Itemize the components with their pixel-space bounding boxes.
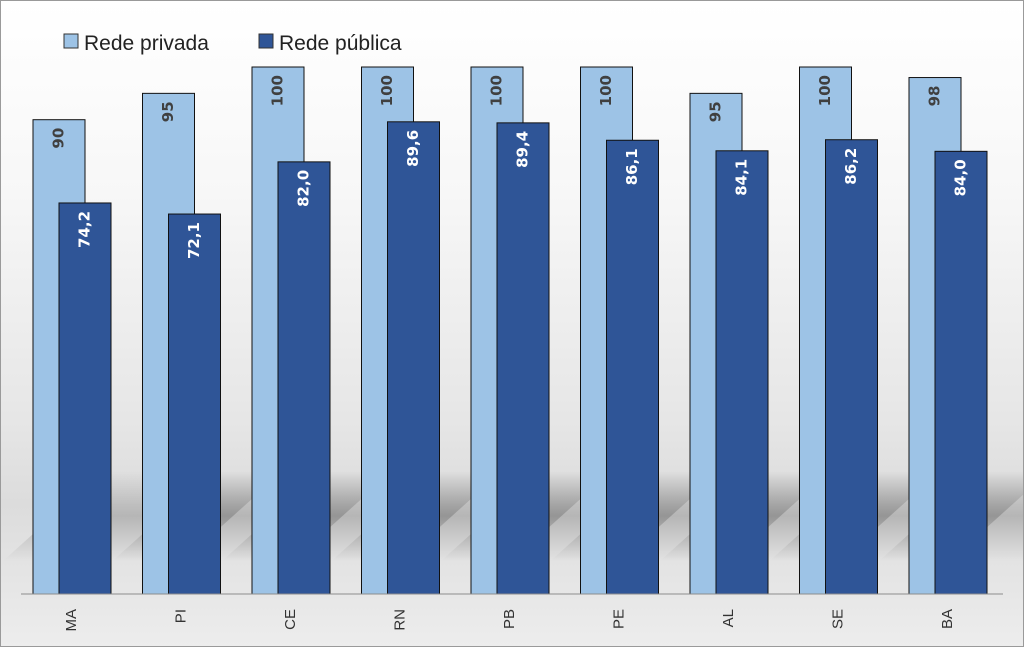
data-labels: 90 74,2 95 72,1 100 82,0 100 89,6 100 89,4 100 86,1… (50, 75, 970, 259)
data-label-rede-publica-pi: 72,1 (185, 222, 203, 259)
bar-rede-publica-ba (934, 150, 988, 595)
data-label-rede-publica-al: 84,1 (733, 159, 751, 196)
category-label-pb: PB (501, 609, 518, 629)
data-label-rede-privada-al: 95 (707, 101, 725, 122)
legend: Rede privada Rede pública (63, 32, 402, 55)
data-label-rede-publica-ce: 82,0 (295, 170, 313, 207)
category-label-al: AL (720, 609, 737, 627)
bar-rede-publica-rn (387, 121, 440, 595)
category-label-ma: MA (63, 609, 80, 632)
data-label-rede-privada-pb: 100 (488, 75, 506, 106)
bar-rede-publica-al (715, 150, 769, 595)
data-label-rede-publica-pe: 86,1 (623, 148, 641, 185)
legend-label-rede-publica: Rede pública (279, 32, 402, 55)
bar-rede-publica-se (825, 139, 878, 595)
data-label-rede-privada-rn: 100 (378, 75, 396, 106)
legend-swatch-rede-publica (258, 33, 274, 49)
category-label-ba: BA (939, 609, 956, 629)
category-labels: MA PI CE RN PB PE AL SE BA (63, 609, 956, 632)
legend-swatch-rede-privada (63, 33, 79, 49)
data-label-rede-publica-se: 86,2 (842, 148, 860, 185)
category-label-pe: PE (610, 609, 627, 629)
category-label-rn: RN (391, 609, 408, 631)
data-label-rede-privada-pe: 100 (597, 75, 615, 106)
data-label-rede-privada-ma: 90 (50, 128, 68, 149)
data-label-rede-publica-rn: 89,6 (404, 130, 422, 167)
bar-rede-publica-ce (277, 161, 331, 595)
legend-label-rede-privada: Rede privada (84, 32, 209, 55)
data-label-rede-publica-ma: 74,2 (76, 211, 94, 248)
bar-rede-publica-pi (168, 213, 221, 595)
data-label-rede-privada-se: 100 (816, 75, 834, 106)
data-label-rede-privada-ce: 100 (269, 75, 287, 106)
data-label-rede-privada-ba: 98 (926, 86, 944, 107)
bar-rede-publica-ma (58, 202, 112, 595)
bar-rede-publica-pb (496, 122, 550, 595)
bar-rede-publica-pe (606, 139, 659, 595)
data-label-rede-publica-ba: 84,0 (952, 159, 970, 196)
bars (32, 66, 988, 595)
category-label-ce: CE (282, 609, 299, 630)
category-label-pi: PI (172, 609, 189, 623)
data-label-rede-privada-pi: 95 (159, 101, 177, 122)
data-label-rede-publica-pb: 89,4 (514, 131, 532, 168)
category-label-se: SE (829, 609, 846, 629)
